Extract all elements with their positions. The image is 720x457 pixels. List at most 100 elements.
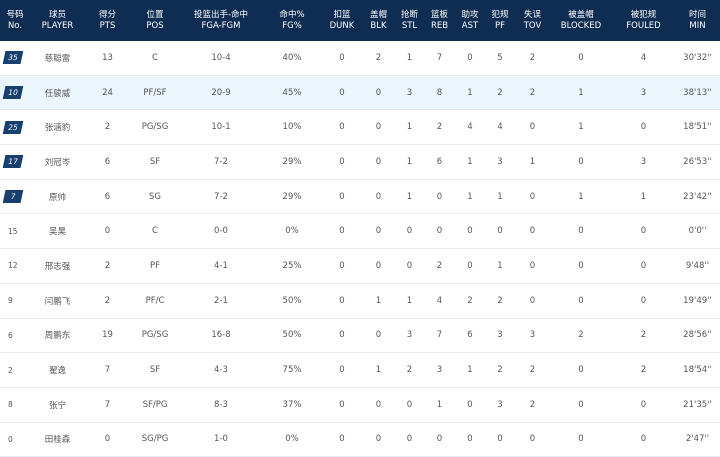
stat-cell: PF/C [130, 284, 180, 318]
cell-text: 7-2 [214, 156, 228, 167]
cell-text: 张宁 [48, 400, 66, 411]
cell-text: 40% [282, 52, 302, 63]
cell-text: 7-2 [214, 191, 228, 202]
cell-text: 17 [3, 155, 24, 168]
stat-cell: 1 [550, 110, 612, 144]
header-en: FGA-FGM [201, 20, 241, 31]
stat-cell: 0 [550, 284, 612, 318]
cell-text: 18'51'' [683, 122, 712, 133]
stat-cell: 0-0 [180, 214, 262, 248]
player-row[interactable]: 9 闫鹏飞 2 PF/C 2-1 50% 0 1 1 4 2 2 0 0 0 19'49'' [0, 284, 720, 319]
player-row[interactable]: 25 张涵豹 2 PG/SG 10-1 10% 0 0 1 2 4 4 0 1 0 18'51'' [0, 110, 720, 146]
player-row[interactable]: 8 张宁 7 SF/PG 8-3 37% 0 0 0 1 0 3 2 0 0 21'35'' [0, 388, 720, 423]
player-row[interactable]: 15 吴昊 0 C 0-0 0% 0 0 0 0 0 0 0 0 0 0'0'' [0, 214, 720, 250]
stat-cell: 0 [322, 249, 362, 283]
cell-text: 0 [640, 434, 647, 445]
stat-cell: 0% [262, 214, 322, 248]
jersey-number: 9 [0, 284, 30, 318]
cell-text: 10-4 [211, 52, 231, 63]
cell-text: C [152, 52, 158, 63]
player-row[interactable]: 7 原帅 6 SG 7-2 29% 0 0 1 0 1 1 0 1 1 23'42'' [0, 180, 720, 215]
stat-cell: 19'49'' [675, 284, 720, 318]
cell-text: 4 [497, 122, 503, 133]
cell-text: 2 [375, 52, 382, 63]
cell-text: 3 [406, 87, 413, 98]
cell-text: 2 [467, 295, 473, 306]
header-zh: 助攻 [461, 9, 479, 20]
cell-text: 2 [406, 365, 413, 376]
cell-text: 1 [497, 260, 503, 271]
stat-cell: 0 [362, 388, 395, 422]
cell-text: 0 [436, 226, 443, 237]
stat-cell: 38'13'' [675, 76, 720, 110]
cell-text: 0 [529, 260, 536, 271]
cell-text: 1 [406, 156, 413, 167]
stat-cell: 0 [322, 76, 362, 110]
stat-cell: 0 [515, 214, 550, 248]
player-row[interactable]: 10 任骏威 24 PF/SF 20-9 45% 0 0 3 8 1 2 2 1 3 38'13'' [0, 75, 720, 111]
player-row[interactable]: 17 刘冠岑 6 SF 7-2 29% 0 0 1 6 1 3 1 0 3 26'53'' [0, 145, 720, 180]
stat-cell: SF [130, 353, 180, 387]
stat-cell: 0 [362, 214, 395, 248]
cell-text: 3 [497, 330, 503, 341]
header-cell: 位置 POS [130, 0, 180, 41]
stat-cell: 13 [85, 41, 130, 75]
player-row[interactable]: 35 慈聪雷 13 C 10-4 40% 0 2 1 7 0 5 2 0 4 30'32'' [0, 41, 720, 76]
cell-text: 2 [8, 365, 13, 375]
player-row[interactable]: 6 周鹏东 19 PG/SG 16-8 50% 0 0 3 7 6 3 3 2 2 28'56'' [0, 319, 720, 354]
stat-cell: 50% [262, 319, 322, 353]
cell-text: 26'53'' [683, 156, 712, 167]
header-en: TOV [523, 20, 542, 31]
player-row[interactable]: 12 邢志强 2 PF 4-1 25% 0 0 0 2 0 1 0 0 0 9'48'' [0, 249, 720, 284]
cell-text: 原帅 [48, 192, 66, 203]
stat-cell: 0 [322, 319, 362, 353]
cell-text: 0 [467, 399, 473, 410]
cell-text: 0 [640, 260, 647, 271]
stat-cell: 1 [362, 353, 395, 387]
stat-cell: 0 [362, 76, 395, 110]
header-cell: 命中% FG% [262, 0, 322, 41]
stat-cell: 30'32'' [675, 41, 720, 75]
cell-text: 9 [8, 296, 13, 306]
cell-text: 邢志强 [44, 261, 71, 272]
stat-cell: 0 [395, 423, 424, 457]
stat-cell: 0 [85, 423, 130, 457]
stat-cell: 2 [85, 110, 130, 144]
header-en: PLAYER [41, 20, 74, 31]
header-zh: 号码 [6, 9, 24, 20]
player-row[interactable]: 2 翟逸 7 SF 4-3 75% 0 1 2 3 1 2 2 0 2 18'54'' [0, 353, 720, 388]
cell-text: 35 [3, 51, 24, 64]
stat-cell: 18'51'' [675, 110, 720, 144]
cell-text: 75% [282, 365, 302, 376]
cell-text: 吴昊 [48, 227, 66, 238]
stat-cell: 26'53'' [675, 145, 720, 179]
stat-cell: 0 [455, 423, 485, 457]
cell-text: 2 [578, 330, 584, 341]
header-en: REB [430, 20, 449, 31]
cell-text: 1 [467, 156, 473, 167]
cell-text: 8-3 [214, 399, 228, 410]
stat-cell: 2 [362, 41, 395, 75]
cell-text: 3 [640, 87, 647, 98]
cell-text: PF [149, 260, 160, 271]
stat-cell: 9'48'' [675, 249, 720, 283]
cell-text: 0 [375, 122, 382, 133]
cell-text: 1 [497, 191, 503, 202]
jersey-number: 10 [0, 76, 30, 110]
player-row[interactable]: 0 田桂森 0 SG/PG 1-0 0% 0 0 0 0 0 0 0 0 0 2'47'' [0, 423, 720, 457]
header-cell: 号码 No. [0, 0, 30, 41]
cell-text: 0 [467, 52, 473, 63]
stat-cell: 0 [362, 145, 395, 179]
cell-text: SG [149, 191, 161, 202]
stat-cell: 2 [515, 353, 550, 387]
header-cell: 扣篮 DUNK [322, 0, 362, 41]
stat-cell: 20-9 [180, 76, 262, 110]
stat-cell: C [130, 214, 180, 248]
header-en: PTS [99, 20, 116, 31]
stat-cell: 1 [395, 180, 424, 214]
cell-text: 0 [339, 52, 345, 63]
cell-text: 8 [436, 87, 443, 98]
header-en: BLK [370, 20, 387, 31]
stat-cell: 3 [612, 145, 675, 179]
cell-text: SF [149, 156, 161, 167]
